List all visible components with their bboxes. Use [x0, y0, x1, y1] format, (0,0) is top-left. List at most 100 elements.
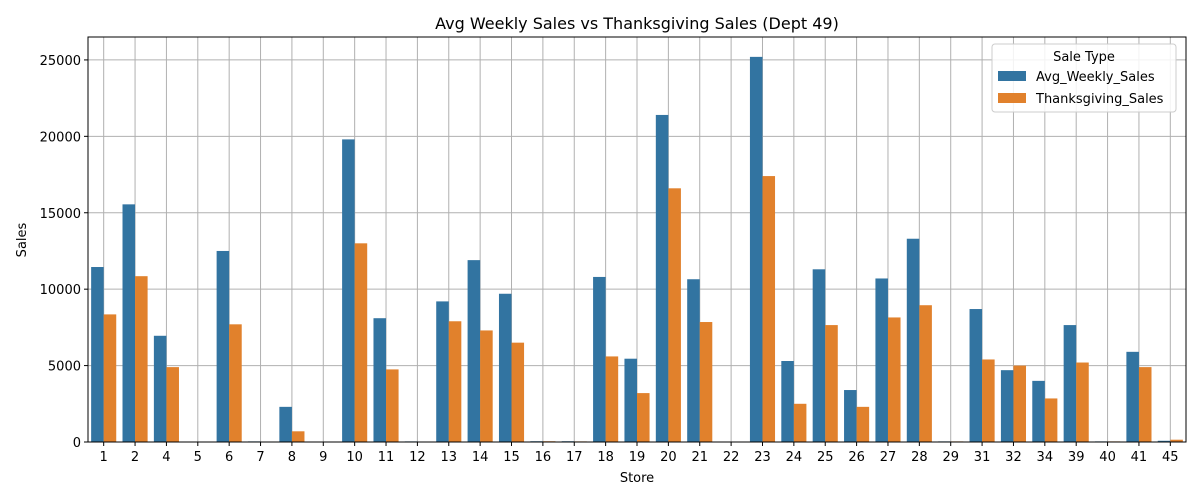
x-tick-label: 11	[378, 450, 395, 465]
bar-thanksgiving-sales	[762, 176, 776, 442]
x-tick-label: 19	[629, 450, 646, 465]
x-tick-label: 10	[346, 450, 363, 465]
bar-avg-weekly-sales	[812, 269, 826, 442]
x-tick-label: 4	[162, 450, 170, 465]
axes	[84, 36, 1187, 446]
x-tick-label: 16	[535, 450, 552, 465]
bar-thanksgiving-sales	[135, 276, 148, 442]
bar-thanksgiving-sales	[480, 330, 493, 442]
bar-avg-weekly-sales	[593, 276, 606, 442]
bar-avg-weekly-sales	[844, 390, 857, 442]
bar-avg-weekly-sales	[906, 238, 920, 442]
x-tick-label: 32	[1005, 450, 1022, 465]
legend-label-avg-weekly-sales: Avg_Weekly_Sales	[1036, 70, 1155, 85]
x-tick-label: 7	[256, 450, 264, 465]
y-tick-label: 25000	[40, 54, 81, 69]
bar-thanksgiving-sales	[511, 342, 525, 442]
y-tick-label: 20000	[40, 130, 81, 145]
bar-avg-weekly-sales	[279, 406, 292, 442]
x-tick-label: 18	[597, 450, 614, 465]
bar-avg-weekly-sales	[749, 56, 763, 443]
bar-thanksgiving-sales	[1013, 365, 1027, 442]
bar-avg-weekly-sales	[436, 301, 449, 442]
x-tick-label: 41	[1131, 450, 1148, 465]
legend-box	[991, 43, 1177, 113]
bar-thanksgiving-sales	[982, 359, 995, 442]
bar-thanksgiving-sales	[605, 356, 619, 442]
bar-thanksgiving-sales	[887, 317, 901, 442]
bar-avg-weekly-sales	[1000, 370, 1014, 442]
plot-frame	[87, 36, 1187, 443]
x-tick-label: 40	[1099, 450, 1116, 465]
x-tick-label: 20	[660, 450, 677, 465]
bar-thanksgiving-sales	[103, 314, 117, 442]
y-tick-label: 0	[73, 436, 81, 451]
x-tick-label: 1	[100, 450, 108, 465]
x-tick-label: 28	[911, 450, 928, 465]
bar-thanksgiving-sales	[825, 325, 838, 442]
bar-thanksgiving-sales	[166, 367, 179, 442]
bar-avg-weekly-sales	[781, 361, 794, 442]
bar-thanksgiving-sales	[856, 406, 870, 442]
x-tick-label: 5	[194, 450, 202, 465]
bar-thanksgiving-sales	[1076, 362, 1089, 442]
bar-thanksgiving-sales	[699, 322, 713, 442]
bar-thanksgiving-sales	[1170, 439, 1183, 442]
bar-thanksgiving-sales	[919, 305, 932, 442]
bar-thanksgiving-sales	[229, 324, 242, 442]
legend: Sale Type Avg_Weekly_Sales Thanksgiving_…	[991, 43, 1177, 113]
x-tick-label: 34	[1037, 450, 1054, 465]
legend-title: Sale Type	[1053, 50, 1115, 65]
x-tick-label: 26	[848, 450, 865, 465]
bar-avg-weekly-sales	[373, 318, 387, 442]
x-tick-label: 8	[288, 450, 296, 465]
x-tick-label: 12	[409, 450, 426, 465]
bar-avg-weekly-sales	[624, 358, 637, 442]
bar-thanksgiving-sales	[793, 403, 807, 442]
bar-avg-weekly-sales	[875, 278, 888, 442]
x-tick-label: 39	[1068, 450, 1085, 465]
bar-avg-weekly-sales	[122, 204, 136, 442]
bar-avg-weekly-sales	[687, 279, 700, 442]
legend-swatch-thanksgiving-sales	[998, 93, 1026, 103]
x-tick-label: 2	[131, 450, 139, 465]
x-tick-label: 22	[723, 450, 740, 465]
chart-title: Avg Weekly Sales vs Thanksgiving Sales (…	[435, 14, 839, 33]
legend-swatch-avg-weekly-sales	[998, 71, 1026, 81]
bar-thanksgiving-sales	[448, 321, 462, 442]
bar-avg-weekly-sales	[1032, 380, 1045, 442]
bar-thanksgiving-sales	[668, 188, 681, 442]
bar-avg-weekly-sales	[216, 250, 230, 442]
x-tick-label: 17	[566, 450, 583, 465]
bar-avg-weekly-sales	[969, 309, 983, 442]
x-tick-label: 13	[440, 450, 457, 465]
x-tick-label: 14	[472, 450, 489, 465]
bar-thanksgiving-sales	[291, 431, 305, 442]
bar-avg-weekly-sales	[655, 114, 669, 443]
bar-avg-weekly-sales	[1157, 440, 1171, 442]
bar-thanksgiving-sales	[637, 393, 650, 442]
x-axis-label: Store	[620, 471, 654, 486]
bar-avg-weekly-sales	[498, 293, 512, 442]
x-tick-label: 6	[225, 450, 233, 465]
bar-avg-weekly-sales	[467, 260, 481, 442]
bar-avg-weekly-sales	[342, 139, 355, 442]
x-tick-label: 27	[880, 450, 897, 465]
x-tick-label: 25	[817, 450, 834, 465]
bar-avg-weekly-sales	[153, 335, 167, 442]
bar-thanksgiving-sales	[1044, 398, 1058, 442]
x-tick-label: 15	[503, 450, 520, 465]
x-tick-label: 24	[786, 450, 803, 465]
bar-avg-weekly-sales	[91, 267, 104, 442]
bar-avg-weekly-sales	[1126, 351, 1139, 442]
x-tick-label: 21	[691, 450, 708, 465]
x-tick-label: 9	[319, 450, 327, 465]
x-tick-label: 29	[942, 450, 959, 465]
bar-avg-weekly-sales	[1063, 325, 1077, 442]
bar-thanksgiving-sales	[354, 243, 368, 442]
bar-thanksgiving-sales	[386, 369, 399, 442]
x-tick-label: 31	[974, 450, 991, 465]
y-tick-label: 5000	[48, 360, 81, 375]
